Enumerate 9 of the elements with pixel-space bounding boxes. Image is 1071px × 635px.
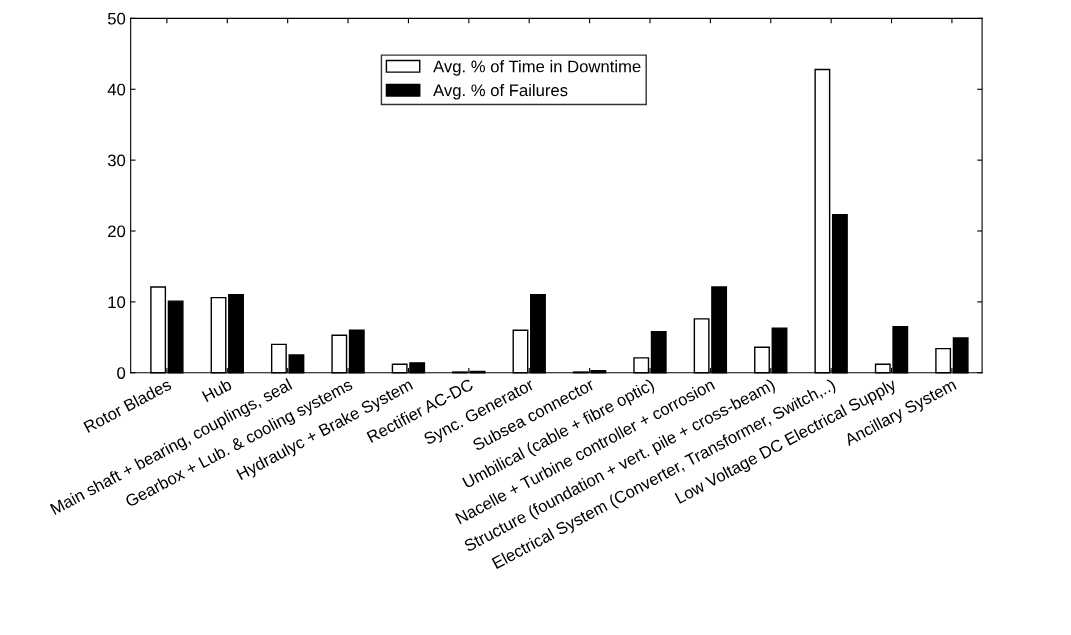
y-tick-label: 30 — [107, 154, 126, 167]
y-tick-label: 20 — [108, 225, 126, 238]
y-tick-label: 10 — [108, 296, 126, 309]
y-tick-label: 40 — [107, 83, 126, 96]
legend-label: Avg. % of Time in Downtime — [433, 60, 641, 76]
y-tick-label: 0 — [117, 367, 126, 379]
legend-label: Avg. % of Failures — [433, 83, 568, 100]
y-tick-label: 50 — [107, 12, 126, 25]
x-tick-label: Hub — [201, 377, 233, 403]
